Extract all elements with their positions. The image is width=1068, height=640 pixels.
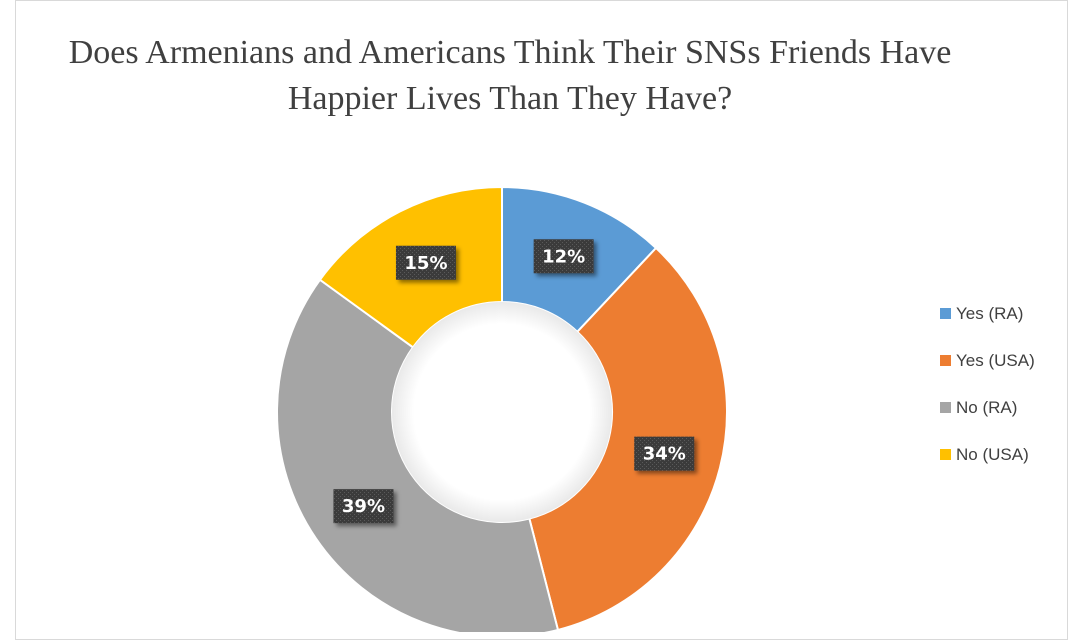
legend-label: Yes (USA)	[956, 351, 1035, 370]
legend-swatch	[940, 355, 951, 366]
legend-item: Yes (USA)	[940, 349, 1035, 372]
data-label: 39%	[333, 489, 394, 524]
legend-label: No (RA)	[956, 398, 1018, 417]
data-label: 34%	[634, 436, 695, 471]
legend-label: No (USA)	[956, 445, 1029, 464]
legend-item: Yes (RA)	[940, 302, 1035, 325]
svg-text:15%: 15%	[404, 253, 447, 274]
svg-text:39%: 39%	[342, 496, 385, 517]
legend-label: Yes (RA)	[956, 304, 1024, 323]
svg-text:12%: 12%	[542, 246, 585, 267]
donut-hole	[392, 302, 612, 522]
svg-text:34%: 34%	[643, 444, 686, 465]
legend-item: No (RA)	[940, 396, 1035, 419]
legend-swatch	[940, 308, 951, 319]
data-label: 12%	[533, 239, 594, 274]
data-label: 15%	[395, 245, 456, 280]
legend-swatch	[940, 402, 951, 413]
slice-yes-usa	[528, 246, 728, 632]
legend-swatch	[940, 449, 951, 460]
chart-title: Does Armenians and Americans Think Their…	[68, 34, 952, 117]
legend: Yes (RA) Yes (USA) No (RA) No (USA)	[940, 302, 1035, 490]
legend-item: No (USA)	[940, 443, 1035, 466]
